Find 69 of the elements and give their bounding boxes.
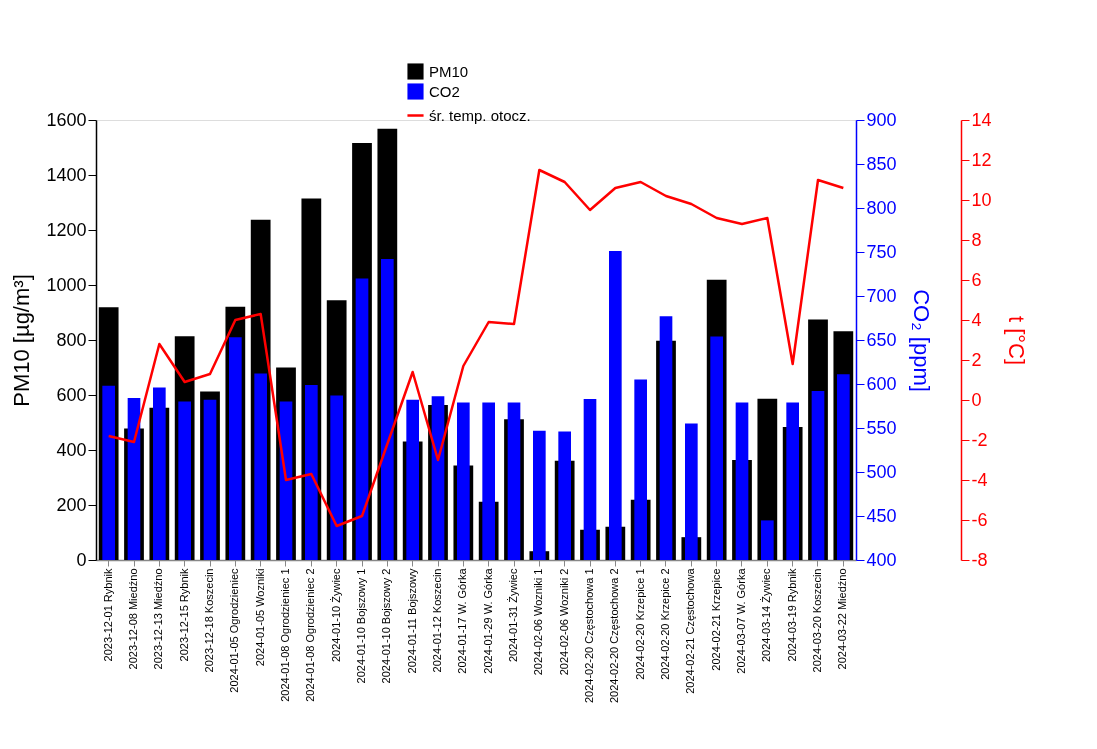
y2-tick-label: 500 <box>866 461 897 482</box>
y2-tick-label: 750 <box>866 241 897 262</box>
x-tick-label: 2024-03-19 Rybnik <box>785 568 798 662</box>
y-tick-label: 1400 <box>46 164 87 185</box>
y-tick-label: 200 <box>56 494 87 515</box>
y3-tick-label: -8 <box>971 549 988 570</box>
y3-tick-label: -6 <box>971 509 988 530</box>
y3-axis-title: t [°C] <box>1003 315 1029 366</box>
x-tick-label: 2024-03-20 Koszecin <box>811 568 823 673</box>
x-tick-label: 2024-01-05 Wozniki <box>253 568 266 667</box>
x-tick-label: 2024-02-21 Częstochowa <box>684 567 697 694</box>
x-tick-label: 2024-02-20 Częstochowa 1 <box>583 568 595 704</box>
y3-tick-label: 0 <box>971 389 982 410</box>
y-tick-label: 400 <box>56 439 87 460</box>
y3-tick-label: 10 <box>971 189 992 210</box>
x-tick-label: 2023-12-01 Rybnik <box>101 568 114 662</box>
x-tick-label: 2023-12-13 Miedźno <box>152 568 165 670</box>
y3-tick-label: 4 <box>971 309 982 330</box>
x-tick-label: 2024-02-06 Wozniki 1 <box>532 568 545 676</box>
x-tick-label: 2024-01-17 W. Górka <box>456 567 469 674</box>
y3-tick-label: -4 <box>971 469 988 490</box>
y-tick-label: 800 <box>56 329 87 350</box>
legend-label: CO2 <box>429 82 460 100</box>
x-tick-label: 2024-02-20 Krzepice 2 <box>659 568 671 680</box>
legend-label: PM10 <box>429 62 469 80</box>
y-tick-label: 0 <box>76 549 87 570</box>
y3-tick-label: -2 <box>971 429 988 450</box>
x-tick-label: 2024-01-08 Ogrodzieniec 2 <box>304 568 317 702</box>
y2-tick-label: 450 <box>866 505 897 526</box>
x-tick-label: 2023-12-08 Miedźno <box>127 568 139 670</box>
x-tick-label: 2024-02-20 Krzepice 1 <box>633 568 646 680</box>
y2-tick-label: 800 <box>866 197 897 218</box>
x-tick-label: 2024-01-10 Bojszowy 2 <box>380 568 393 684</box>
y2-axis-title: CO₂ [ppm] <box>908 289 934 392</box>
y-tick-label: 1000 <box>46 274 87 295</box>
x-tick-label: 2024-01-12 Koszecin <box>431 568 443 673</box>
x-tick-label: 2024-01-10 Żywiec <box>329 568 342 663</box>
x-tick-label: 2024-02-21 Krzepice <box>709 568 722 671</box>
y2-tick-label: 600 <box>866 373 897 394</box>
y-tick-label: 600 <box>56 384 87 405</box>
x-tick-label: 2024-01-05 Ogrodzieniec <box>228 568 241 693</box>
y3-tick-label: 2 <box>971 349 982 370</box>
y2-tick-label: 900 <box>866 109 897 130</box>
y2-tick-label: 850 <box>866 153 897 174</box>
y-tick-label: 1600 <box>46 109 87 130</box>
x-tick-label: 2023-12-15 Rybnik <box>177 568 190 662</box>
x-tick-label: 2024-02-20 Częstochowa 2 <box>608 568 621 704</box>
x-tick-label: 2024-01-31 Żywiec <box>507 568 519 663</box>
x-tick-label: 2024-01-08 Ogrodzieniec 1 <box>279 568 291 702</box>
y3-tick-label: 14 <box>971 109 992 130</box>
y3-tick-label: 6 <box>971 269 982 290</box>
y2-tick-label: 700 <box>866 285 897 306</box>
x-tick-label: 2024-01-11 Bojszowy <box>405 568 418 674</box>
x-tick-label: 2024-01-10 Bojszowy 1 <box>355 568 367 684</box>
y-axis-title: PM10 [µg/m³] <box>9 274 35 407</box>
y2-tick-label: 400 <box>866 549 897 570</box>
line-series <box>107 168 845 528</box>
x-tick-label: 2024-01-29 W. Górka <box>481 567 494 674</box>
y3-tick-label: 8 <box>971 229 982 250</box>
y3-tick-label: 12 <box>971 149 992 170</box>
x-tick-label: 2023-12-18 Koszecin <box>203 568 215 673</box>
x-tick-label: 2024-03-22 Miedźno <box>836 568 849 670</box>
y2-tick-label: 550 <box>866 417 897 438</box>
legend-label: śr. temp. otocz. <box>429 106 531 124</box>
y2-tick-label: 650 <box>866 329 897 350</box>
x-tick-label: 2024-03-07 W. Górka <box>735 567 747 674</box>
x-tick-label: 2024-02-06 Wozniki 2 <box>557 568 570 676</box>
y-tick-label: 1200 <box>46 219 87 240</box>
x-tick-label: 2024-03-14 Żywiec <box>760 568 773 663</box>
